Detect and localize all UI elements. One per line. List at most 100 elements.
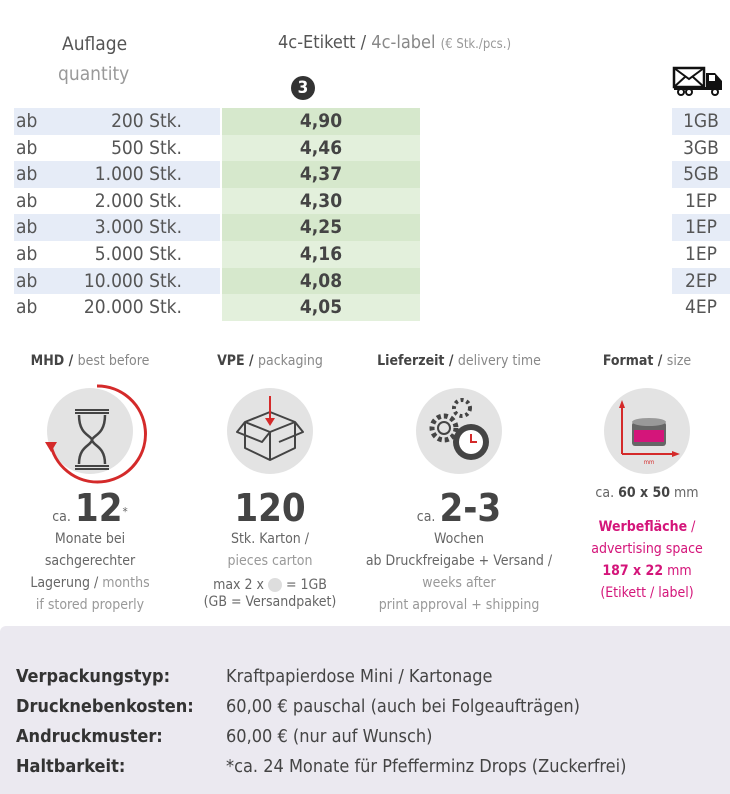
lz-title-en: delivery time xyxy=(457,353,541,369)
ab-label: ab xyxy=(16,163,38,186)
feature-format: Format / size mm ca. 60 x 50 mm Werbeflä… xyxy=(558,350,730,604)
unit-label: (€ Stk./pcs.) xyxy=(440,37,512,52)
vpe-l3a: max 2 x xyxy=(213,577,264,593)
mhd-l3-en: months xyxy=(102,575,150,591)
mhd-title-en: best before xyxy=(77,353,150,369)
ab-label: ab xyxy=(16,243,38,265)
vpe-l1: Stk. Karton / xyxy=(231,531,309,547)
feature-delivery: Lieferzeit / delivery time ca. 2-3 Woche… xyxy=(366,350,552,616)
info-value: Kraftpapierdose Mini / Kartonage xyxy=(226,666,493,687)
table-row: ab 2.000 Stk. 4,30 1EP xyxy=(14,187,730,215)
ab-label: ab xyxy=(16,216,38,239)
lz-title: Lieferzeit / xyxy=(377,353,454,369)
quantity-header-en: quantity xyxy=(58,63,130,85)
table-row: ab 3.000 Stk. 4,25 1EP xyxy=(14,214,730,241)
quantity: 10.000 Stk. xyxy=(83,269,182,292)
quantity: 2.000 Stk. xyxy=(94,189,182,212)
product-title: 4c-Etikett / 4c-label (€ Stk./pcs.) xyxy=(278,32,511,53)
price: 4,46 xyxy=(222,134,420,162)
quantity: 20.000 Stk. xyxy=(83,296,182,319)
shipping-unit: 5GB xyxy=(672,161,730,188)
small-box-icon xyxy=(267,578,282,592)
fmt-w3u: mm xyxy=(667,563,692,579)
shipping-unit: 4EP xyxy=(685,296,717,319)
shipping-unit: 1EP xyxy=(672,214,730,241)
lz-l1: Wochen xyxy=(434,531,484,547)
shipping-unit: 1EP xyxy=(685,243,717,265)
hourglass-icon xyxy=(45,384,147,484)
info-value: 60,00 € (nur auf Wunsch) xyxy=(226,726,433,747)
row-band xyxy=(14,267,220,295)
price: 4,30 xyxy=(222,187,420,215)
info-key: Verpackungstyp: xyxy=(16,666,171,687)
fmt-size: 60 x 50 xyxy=(618,485,671,501)
price: 4,08 xyxy=(222,267,420,295)
quantity: 500 Stk. xyxy=(111,136,182,159)
info-value: 60,00 € pauschal (auch bei Folgeaufträge… xyxy=(226,696,580,717)
table-row: ab 10.000 Stk. 4,08 2EP xyxy=(14,267,730,295)
lz-value: 2-3 xyxy=(439,486,502,530)
gears-clock-icon xyxy=(416,388,502,474)
table-row: ab 1.000 Stk. 4,37 5GB xyxy=(14,161,730,188)
lz-l4: print approval + shipping xyxy=(378,597,540,613)
row-band xyxy=(14,161,220,188)
lz-l2: ab Druckfreigabe + Versand / xyxy=(365,553,553,569)
mhd-l3: Lagerung / xyxy=(30,575,99,591)
fmt-ca: ca. xyxy=(595,485,615,501)
vpe-title: VPE / xyxy=(217,353,254,369)
mhd-l4: if stored properly xyxy=(35,597,145,613)
product-de: 4c-Etikett / xyxy=(278,32,367,53)
mhd-l2: sachgerechter xyxy=(44,553,136,569)
quantity: 3.000 Stk. xyxy=(94,216,182,239)
lz-l3: weeks after xyxy=(422,575,496,591)
vpe-value: 120 xyxy=(234,486,306,530)
shipping-unit: 2EP xyxy=(672,267,730,295)
fmt-w2: advertising space xyxy=(591,541,703,557)
vpe-l2: pieces carton xyxy=(227,553,313,569)
quantity-header-de: Auflage xyxy=(62,33,128,55)
fmt-w4: (Etikett / label) xyxy=(600,585,694,601)
mhd-star: * xyxy=(122,504,128,519)
shipping-truck-icon xyxy=(672,66,724,100)
price: 4,16 xyxy=(222,241,420,268)
vpe-l4: (GB = Versandpaket) xyxy=(203,594,337,610)
quantity: 200 Stk. xyxy=(111,110,182,132)
shipping-unit: 1EP xyxy=(685,189,717,212)
column-number-badge: 3 xyxy=(291,76,315,100)
fmt-w3: 187 x 22 xyxy=(602,563,664,579)
price: 4,90 xyxy=(222,108,420,135)
table-row: ab 20.000 Stk. 4,05 4EP xyxy=(14,294,730,321)
box-icon xyxy=(227,388,313,474)
quantity: 1.000 Stk. xyxy=(94,163,182,186)
feature-mhd: MHD / best before ca. 12* Monate bei sac… xyxy=(0,350,180,616)
table-row: ab 500 Stk. 4,46 3GB xyxy=(14,134,730,162)
price: 4,05 xyxy=(222,294,420,321)
feature-vpe: VPE / packaging 120 Stk. Karton / pieces… xyxy=(180,350,360,610)
info-key: Drucknebenkosten: xyxy=(16,696,194,717)
size-icon: mm xyxy=(604,388,690,474)
mhd-ca: ca. xyxy=(52,509,71,525)
fmt-w1b: / xyxy=(691,519,696,535)
table-row: ab 5.000 Stk. 4,16 1EP xyxy=(14,241,730,268)
price: 4,25 xyxy=(222,214,420,241)
ab-label: ab xyxy=(16,189,38,212)
info-value: *ca. 24 Monate für Pfefferminz Drops (Zu… xyxy=(226,756,627,777)
fmt-title: Format / xyxy=(602,353,663,369)
info-panel xyxy=(0,626,730,794)
shipping-unit: 3GB xyxy=(683,136,719,159)
quantity: 5.000 Stk. xyxy=(94,243,182,265)
fmt-title-en: size xyxy=(666,353,692,369)
mm-axis-label: mm xyxy=(644,459,655,466)
product-en: 4c-label xyxy=(371,32,436,53)
fmt-w1: Werbefläche xyxy=(598,519,688,535)
info-key: Andruckmuster: xyxy=(16,726,163,747)
fmt-unit: mm xyxy=(674,485,699,501)
mhd-title: MHD / xyxy=(30,353,74,369)
price: 4,37 xyxy=(222,161,420,188)
ab-label: ab xyxy=(16,296,38,319)
row-band xyxy=(14,214,220,241)
row-band xyxy=(14,108,220,135)
ab-label: ab xyxy=(16,110,38,132)
mhd-value: 12 xyxy=(74,486,123,530)
lz-ca: ca. xyxy=(416,509,436,525)
